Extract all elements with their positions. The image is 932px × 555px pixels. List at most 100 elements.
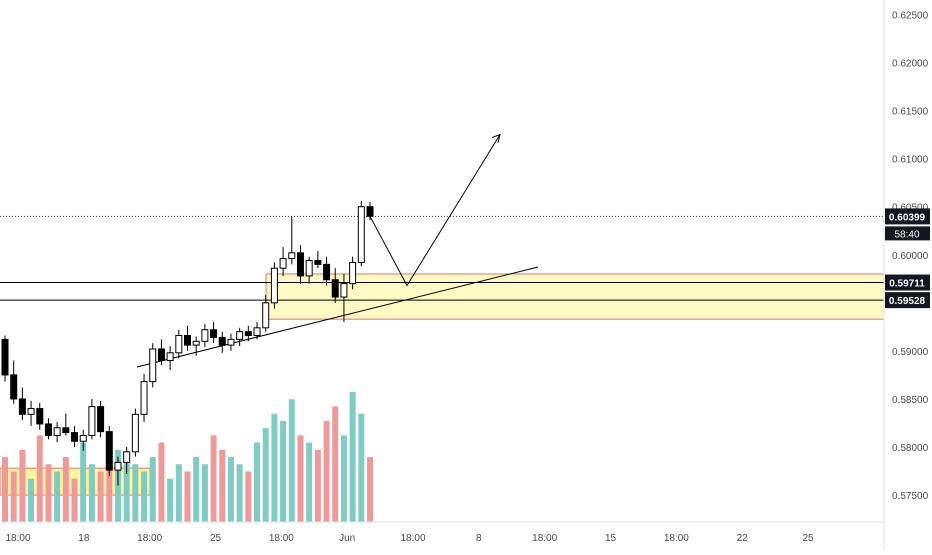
volume-bar bbox=[349, 392, 356, 522]
candle-body[interactable] bbox=[296, 252, 304, 277]
volume-bar bbox=[88, 464, 95, 522]
volume-bar bbox=[271, 413, 278, 522]
volume-bar bbox=[227, 457, 234, 522]
current-price-label: 0.60399 bbox=[889, 212, 926, 223]
candle-body[interactable] bbox=[166, 352, 174, 361]
candle-body[interactable] bbox=[36, 408, 44, 425]
time-tick-label: 15 bbox=[605, 533, 617, 544]
countdown-badge bbox=[885, 226, 930, 241]
candle-body[interactable] bbox=[218, 336, 226, 346]
candle-body[interactable] bbox=[253, 327, 261, 337]
candle-body[interactable] bbox=[349, 261, 357, 285]
candle-body[interactable] bbox=[331, 279, 339, 298]
price-tick-label: 0.60500 bbox=[892, 203, 929, 214]
candle-body[interactable] bbox=[44, 423, 52, 436]
candle-body[interactable] bbox=[244, 331, 252, 337]
price-tick-label: 0.59000 bbox=[892, 347, 929, 358]
candle-body[interactable] bbox=[323, 263, 331, 281]
candle-body[interactable] bbox=[236, 331, 244, 340]
candle-body[interactable] bbox=[62, 427, 70, 434]
time-tick-label: 18:00 bbox=[137, 533, 162, 544]
volume-bar bbox=[288, 399, 295, 522]
volume-bar bbox=[219, 449, 226, 522]
candle-body[interactable] bbox=[71, 432, 79, 442]
price-tick-label: 0.58500 bbox=[892, 395, 929, 406]
level-label-2: 0.59528 bbox=[889, 296, 926, 307]
time-tick-label: Jun bbox=[339, 533, 355, 544]
candle-body[interactable] bbox=[105, 431, 113, 471]
candle-body[interactable] bbox=[79, 434, 87, 442]
volume-bar bbox=[10, 471, 17, 522]
volume-bar bbox=[297, 435, 304, 522]
candle-body[interactable] bbox=[123, 451, 131, 463]
volume-bar bbox=[36, 435, 43, 522]
volume-bar bbox=[340, 435, 347, 522]
demand-zone bbox=[265, 273, 885, 320]
candle-body[interactable] bbox=[149, 348, 157, 383]
price-tick-label: 0.58000 bbox=[892, 443, 929, 454]
candle-body[interactable] bbox=[53, 427, 61, 436]
time-tick-label: 18:00 bbox=[5, 533, 30, 544]
volume-bar bbox=[175, 464, 182, 522]
volume-bar bbox=[123, 457, 130, 522]
volume-bar bbox=[201, 464, 208, 522]
level-label-1: 0.59711 bbox=[889, 279, 925, 290]
time-tick-label: 18:00 bbox=[269, 533, 294, 544]
time-tick-label: 25 bbox=[210, 533, 222, 544]
candle-body[interactable] bbox=[175, 335, 183, 354]
candle-body[interactable] bbox=[18, 398, 26, 415]
candle-body[interactable] bbox=[88, 406, 96, 436]
candle-body[interactable] bbox=[357, 206, 365, 263]
time-tick-label: 18:00 bbox=[532, 533, 557, 544]
candle-body[interactable] bbox=[201, 329, 209, 342]
volume-bar bbox=[193, 457, 200, 522]
price-tick-label: 0.62000 bbox=[892, 58, 929, 69]
candle-body[interactable] bbox=[270, 267, 278, 304]
current-price-badge bbox=[885, 208, 930, 225]
volume-bar bbox=[71, 478, 78, 522]
volume-bar bbox=[323, 420, 330, 522]
candle-body[interactable] bbox=[210, 329, 218, 338]
candle-body[interactable] bbox=[314, 260, 322, 265]
volume-bar bbox=[358, 413, 365, 522]
candle-body[interactable] bbox=[184, 335, 191, 346]
candle-body[interactable] bbox=[157, 348, 165, 361]
volume-bar bbox=[236, 464, 243, 522]
price-tick-label: 0.60000 bbox=[892, 251, 929, 262]
time-tick-label: 22 bbox=[737, 533, 749, 544]
candle-body[interactable] bbox=[288, 252, 296, 260]
volume-bar bbox=[80, 442, 87, 522]
projection-arrow bbox=[369, 134, 501, 287]
candle-body[interactable] bbox=[131, 413, 139, 453]
volume-bar bbox=[141, 471, 148, 522]
candle-body[interactable] bbox=[340, 283, 348, 298]
volume-bar bbox=[2, 457, 8, 522]
volume-bar bbox=[19, 449, 26, 522]
volume-bar bbox=[280, 420, 287, 522]
volume-bar bbox=[167, 478, 174, 522]
candle-body[interactable] bbox=[279, 258, 287, 269]
volume-bar bbox=[210, 435, 217, 522]
candle-body[interactable] bbox=[27, 408, 35, 415]
candle-body[interactable] bbox=[10, 374, 18, 400]
level-badge-2 bbox=[885, 292, 930, 309]
candle-body[interactable] bbox=[97, 406, 105, 433]
candle-body[interactable] bbox=[227, 338, 235, 346]
time-tick-label: 18 bbox=[78, 533, 90, 544]
volume-bar bbox=[245, 471, 252, 522]
volume-bar bbox=[149, 457, 156, 522]
candle-body[interactable] bbox=[1, 338, 9, 376]
candle-body[interactable] bbox=[262, 302, 270, 329]
time-tick-label: 25 bbox=[802, 533, 814, 544]
volume-bar bbox=[306, 442, 313, 522]
candle-body[interactable] bbox=[305, 260, 313, 277]
volume-bar bbox=[158, 442, 165, 522]
candle-body[interactable] bbox=[366, 206, 374, 217]
volume-bar bbox=[184, 471, 191, 522]
price-tick-label: 0.57500 bbox=[892, 491, 929, 502]
candle-body[interactable] bbox=[114, 461, 122, 471]
candle-body[interactable] bbox=[192, 340, 200, 346]
candle-body[interactable] bbox=[140, 381, 148, 415]
